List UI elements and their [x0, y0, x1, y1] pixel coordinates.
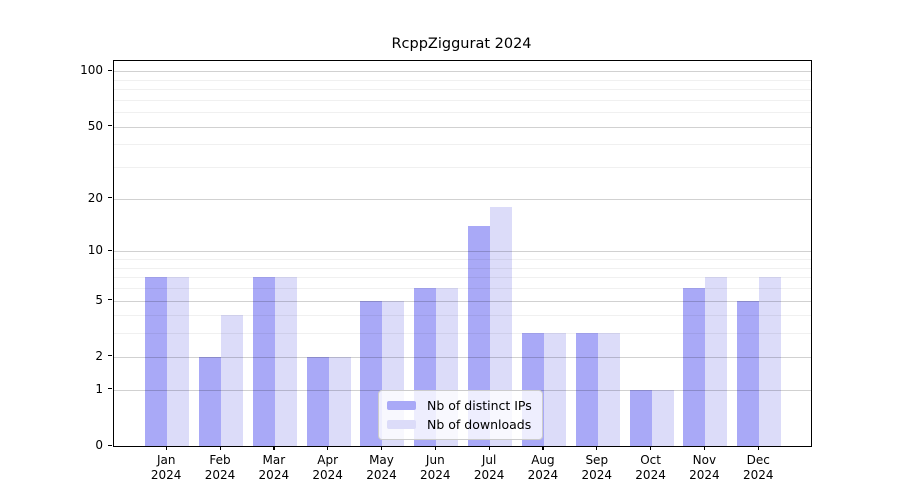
minor-gridline — [114, 144, 811, 146]
grid-layer — [114, 61, 811, 446]
x-tick-label: Oct 2024 — [635, 453, 666, 482]
x-tick — [757, 446, 759, 450]
minor-gridline — [114, 267, 811, 269]
minor-gridline — [114, 315, 811, 317]
legend-item-downloads: Nb of downloads — [387, 415, 532, 434]
x-tick-label: Jun 2024 — [420, 453, 451, 482]
y-tick-label: 50 — [87, 118, 103, 133]
x-tick — [165, 446, 167, 450]
x-tick — [380, 446, 383, 450]
y-tick — [108, 125, 112, 127]
major-gridline — [114, 198, 811, 200]
x-tick — [650, 446, 652, 450]
bar-distinct-ips-nov — [683, 287, 706, 446]
bar-downloads-feb — [221, 315, 244, 446]
x-tick — [219, 446, 221, 450]
bar-downloads-mar — [274, 277, 297, 446]
minor-gridline — [114, 167, 811, 169]
y-tick — [108, 444, 112, 446]
x-tick — [703, 446, 706, 450]
bar-downloads-jan — [167, 277, 190, 446]
legend: Nb of distinct IPs Nb of downloads — [378, 390, 543, 440]
y-tick — [108, 249, 112, 251]
x-tick-label: Nov 2024 — [689, 453, 720, 482]
bar-distinct-ips-mar — [252, 277, 275, 446]
y-tick-label: 1 — [95, 381, 103, 396]
bar-distinct-ips-apr — [306, 356, 329, 446]
y-tick-label: 5 — [95, 292, 103, 307]
bar-distinct-ips-feb — [199, 356, 222, 446]
x-tick — [542, 446, 544, 450]
minor-gridline — [114, 112, 811, 114]
legend-item-distinct-ips: Nb of distinct IPs — [387, 396, 532, 415]
plot-area — [113, 60, 812, 447]
y-tick-label: 0 — [95, 438, 103, 452]
y-tick — [108, 197, 112, 199]
x-tick-label: Dec 2024 — [742, 453, 774, 482]
bar-distinct-ips-jan — [145, 277, 168, 446]
bar-downloads-apr — [328, 356, 351, 446]
legend-swatch-distinct-ips-icon — [387, 401, 416, 410]
x-tick — [596, 446, 598, 450]
minor-gridline — [114, 333, 811, 335]
bar-distinct-ips-may — [360, 300, 383, 446]
minor-gridline — [114, 277, 811, 279]
major-gridline — [114, 71, 811, 73]
x-tick — [488, 446, 490, 450]
bar-distinct-ips-dec — [737, 300, 760, 446]
y-tick-label: 100 — [80, 63, 103, 78]
bars-layer — [114, 61, 811, 446]
bar-downloads-oct — [651, 389, 674, 446]
legend-label-distinct-ips: Nb of distinct IPs — [427, 398, 532, 413]
x-tick-label: Sep 2024 — [581, 453, 613, 482]
x-tick-label: Aug 2024 — [527, 453, 559, 482]
major-gridline — [114, 356, 811, 358]
major-gridline — [114, 300, 811, 302]
legend-label-downloads: Nb of downloads — [427, 417, 532, 432]
bar-downloads-aug — [543, 333, 566, 446]
y-tick — [108, 388, 112, 390]
y-tick — [108, 355, 112, 357]
x-tick-label: Mar 2024 — [258, 453, 290, 482]
x-tick — [273, 446, 275, 450]
major-gridline — [114, 126, 811, 128]
x-tick-label: Jan 2024 — [150, 453, 182, 482]
y-tick-label: 20 — [87, 190, 103, 205]
bar-downloads-jul — [490, 206, 513, 446]
x-tick-label: Feb 2024 — [204, 453, 236, 482]
legend-swatch-downloads-icon — [387, 420, 416, 429]
minor-gridline — [114, 287, 811, 289]
minor-gridline — [114, 89, 811, 91]
x-tick-label: May 2024 — [366, 453, 397, 482]
y-tick — [108, 69, 112, 71]
minor-gridline — [114, 259, 811, 261]
bar-downloads-sep — [597, 333, 620, 446]
major-gridline — [114, 251, 811, 253]
y-tick — [108, 299, 112, 301]
y-tick-label: 2 — [95, 348, 103, 363]
minor-gridline — [114, 99, 811, 101]
bar-downloads-nov — [705, 277, 728, 446]
x-tick-label: Jul 2024 — [473, 453, 505, 482]
bar-distinct-ips-oct — [629, 389, 652, 446]
bar-distinct-ips-sep — [575, 333, 598, 446]
x-tick-label: Apr 2024 — [312, 453, 343, 482]
x-tick — [434, 446, 436, 450]
minor-gridline — [114, 79, 811, 81]
y-tick-label: 10 — [87, 243, 103, 258]
chart-title: RcppZiggurat 2024 — [391, 36, 532, 52]
x-tick — [327, 446, 329, 450]
bar-downloads-dec — [759, 277, 782, 446]
